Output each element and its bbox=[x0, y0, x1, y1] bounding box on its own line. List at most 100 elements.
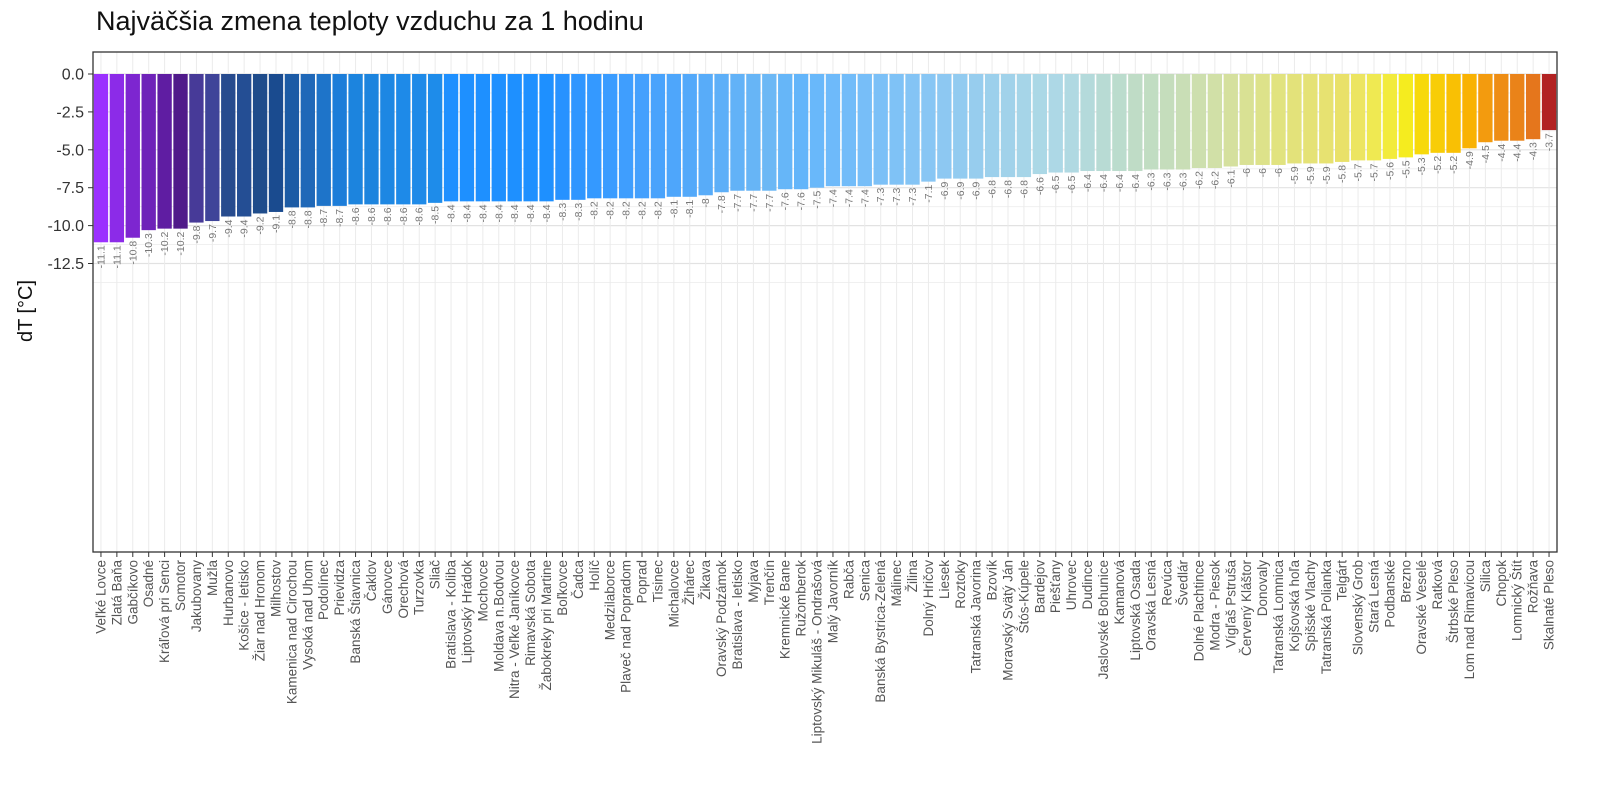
data-label: -6.6 bbox=[1034, 177, 1046, 195]
x-tick-label: Medzilaborce bbox=[603, 560, 618, 640]
data-label: -6.4 bbox=[1082, 174, 1094, 192]
bar bbox=[1032, 74, 1047, 175]
x-tick-label: Lom nad Rimavicou bbox=[1462, 560, 1477, 679]
data-label: -8.8 bbox=[302, 210, 314, 228]
data-label: -6.1 bbox=[1225, 169, 1237, 187]
x-tick-label: Tatranská Lomnica bbox=[1271, 560, 1286, 674]
x-tick-label: Brezno bbox=[1398, 560, 1413, 603]
data-label: -8.7 bbox=[318, 209, 330, 227]
bar bbox=[268, 74, 284, 212]
data-label: -7.5 bbox=[812, 191, 824, 209]
bar bbox=[427, 74, 443, 203]
x-tick-label: Michalovce bbox=[666, 560, 681, 628]
bar bbox=[1144, 74, 1159, 170]
x-tick-label: Ružomberok bbox=[794, 560, 809, 637]
bar bbox=[205, 74, 220, 222]
data-label: -6.3 bbox=[1146, 172, 1158, 190]
x-tick-label: Banská Štiavnica bbox=[348, 560, 363, 664]
x-tick-label: Banská Bystrica-Zelená bbox=[873, 560, 888, 703]
bar bbox=[539, 74, 554, 202]
bar bbox=[523, 74, 538, 202]
x-tick-label: Somotor bbox=[173, 560, 188, 612]
data-label: -4.4 bbox=[1512, 144, 1524, 162]
bar bbox=[1128, 74, 1143, 172]
x-tick-label: Chopok bbox=[1494, 560, 1509, 607]
data-label: -5.7 bbox=[1353, 163, 1365, 181]
x-tick-label: Dolný Hričov bbox=[921, 560, 936, 637]
data-label: -5.8 bbox=[1337, 165, 1349, 183]
bar bbox=[507, 74, 522, 202]
x-tick-label: Žihárec bbox=[682, 560, 697, 605]
bar bbox=[475, 74, 491, 202]
bar bbox=[364, 74, 379, 205]
x-tick-label: Tatranská Polianka bbox=[1319, 560, 1334, 675]
data-label: -8.4 bbox=[509, 204, 521, 222]
x-tick-label: Trenčín bbox=[762, 560, 777, 605]
x-tick-label: Dolné Plachtince bbox=[1191, 560, 1206, 661]
x-tick-label: Žikava bbox=[698, 560, 713, 600]
data-label: -8.4 bbox=[525, 204, 537, 222]
data-label: -6.3 bbox=[1178, 172, 1190, 190]
x-tick-label: Bardejov bbox=[1032, 560, 1047, 614]
x-tick-label: Holíč bbox=[587, 560, 602, 591]
x-tick-label: Nitra - Veľké Janíkovce bbox=[507, 560, 522, 699]
x-tick-label: Vysoká nad Uhom bbox=[300, 560, 315, 670]
bar bbox=[953, 74, 968, 179]
x-tick-label: Prievidza bbox=[332, 560, 347, 616]
bar bbox=[1239, 74, 1254, 165]
data-label: -6.8 bbox=[1003, 180, 1015, 198]
x-tick-label: Gánovce bbox=[380, 560, 395, 614]
x-tick-label: Spišské Vlachy bbox=[1303, 560, 1318, 652]
x-tick-label: Veľké Lovce bbox=[93, 560, 108, 634]
bar bbox=[1191, 74, 1207, 168]
bar bbox=[1159, 74, 1175, 170]
bar bbox=[491, 74, 506, 202]
x-tick-label: Podbanské bbox=[1382, 560, 1397, 628]
bar bbox=[1510, 74, 1525, 141]
data-label: -6.9 bbox=[971, 181, 983, 199]
bar bbox=[1223, 74, 1238, 167]
bar bbox=[396, 74, 411, 205]
data-label: -8.6 bbox=[350, 207, 362, 225]
bar bbox=[1350, 74, 1366, 161]
data-label: -6.8 bbox=[987, 180, 999, 198]
x-tick-label: Vígľaš Pstruša bbox=[1223, 560, 1238, 648]
bar bbox=[1478, 74, 1493, 143]
bar bbox=[380, 74, 395, 205]
data-label: -11.1 bbox=[111, 245, 123, 268]
data-label: -8.2 bbox=[637, 201, 649, 219]
data-label: -7.3 bbox=[875, 188, 887, 206]
x-tick-label: Telgárt bbox=[1335, 560, 1350, 601]
data-label: -10.2 bbox=[159, 231, 171, 255]
bar bbox=[459, 74, 475, 202]
data-label: -8 bbox=[700, 198, 712, 207]
bar bbox=[141, 74, 156, 231]
data-label: -6 bbox=[1257, 168, 1269, 177]
x-tick-label: Málinec bbox=[889, 560, 904, 607]
x-tick-label: Revúca bbox=[1160, 560, 1175, 606]
bar bbox=[1414, 74, 1429, 155]
bar bbox=[825, 74, 841, 187]
data-label: -7.7 bbox=[748, 194, 760, 212]
x-tick-label: Gabčíkovo bbox=[125, 560, 140, 625]
x-tick-label: Kamanová bbox=[1112, 560, 1127, 625]
bar bbox=[969, 74, 984, 179]
bar bbox=[1446, 74, 1461, 153]
bar bbox=[1541, 74, 1557, 131]
bar bbox=[762, 74, 777, 191]
axes-layer: 0.0 -2.5 -5.0 -7.5 -10.0 -12.5 Veľké Lovce Zlat… bbox=[48, 51, 1558, 744]
data-label: -3.7 bbox=[1544, 133, 1556, 151]
bar bbox=[1494, 74, 1509, 141]
bar bbox=[571, 74, 586, 200]
bar bbox=[1255, 74, 1270, 165]
bar bbox=[1398, 74, 1413, 158]
data-label: -10.2 bbox=[175, 231, 187, 255]
data-label: -11.1 bbox=[95, 245, 107, 268]
data-label: -10.8 bbox=[127, 241, 139, 265]
bar bbox=[1335, 74, 1350, 162]
bar bbox=[984, 74, 1000, 178]
bar bbox=[889, 74, 904, 185]
data-label: -8.6 bbox=[366, 207, 378, 225]
data-label: -5.2 bbox=[1448, 156, 1460, 174]
data-label: -7.3 bbox=[891, 188, 903, 206]
